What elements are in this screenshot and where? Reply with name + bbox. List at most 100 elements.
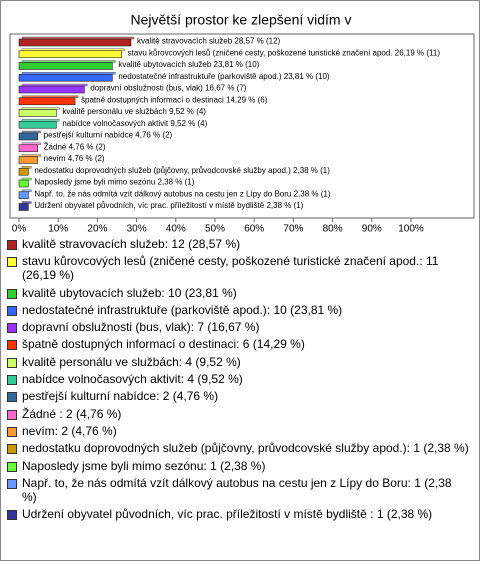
- legend-label: Žádné : 2 (4,76 %): [22, 406, 122, 421]
- legend-swatch: [7, 478, 17, 489]
- legend-label: Např. to, že nás odmítá vzít dálkový aut…: [22, 475, 452, 504]
- bar-top: [21, 119, 60, 122]
- legend-item: kvalitě stravovacích služeb: 12 (28,57 %…: [7, 237, 469, 251]
- x-tick-label: 100%: [398, 224, 424, 235]
- x-tick-label: 40%: [166, 224, 186, 235]
- legend-label: nedostatku doprovodných služeb (půjčovny…: [22, 441, 469, 456]
- legend: kvalitě stravovacích služeb: 12 (28,57 %…: [7, 237, 469, 524]
- bar-category: kvalitě stravovacích služeb: [137, 37, 233, 46]
- data-label: 2,38 % (1): [294, 189, 331, 198]
- x-tick-label: 70%: [283, 224, 303, 235]
- data-label: 2,38 % (1): [158, 178, 195, 187]
- legend-swatch: [7, 409, 17, 420]
- bar-category: špatně dostupných informací o destinaci: [81, 95, 224, 104]
- bar: [18, 203, 29, 211]
- legend-swatch: [7, 375, 17, 386]
- bar-top: [21, 95, 79, 98]
- data-label: 4,76 % (2): [69, 142, 106, 151]
- bar-category: Udržení obyvatel původních, víc prac. př…: [34, 201, 264, 210]
- legend-label: kvalitě stravovacích služeb: 12 (28,57 %…: [22, 237, 241, 251]
- legend-item: dopravní obslužnosti (bus, vlak): 7 (16,…: [7, 320, 469, 334]
- bar-label: nedostatku doprovodných služeb (půjčovny…: [34, 166, 330, 175]
- data-label: 9,52 % (4): [170, 119, 207, 128]
- x-tick-label: 20%: [87, 224, 107, 235]
- bar-top: [21, 130, 41, 134]
- bar: [18, 109, 57, 117]
- legend-item: kvalitě personálu ve službách: 4 (9,52 %…: [7, 355, 469, 369]
- legend-swatch: [7, 357, 17, 368]
- x-tick-label: 60%: [244, 224, 264, 235]
- legend-swatch: [7, 392, 17, 403]
- legend-item: nedostatečné infrastruktuře (parkoviště …: [7, 303, 469, 317]
- x-tick-label: 0%: [12, 224, 27, 235]
- data-label: 4,76 % (2): [68, 154, 105, 163]
- legend-item: nedostatku doprovodných služeb (půjčovny…: [7, 441, 469, 455]
- bar-label: Udržení obyvatel původních, víc prac. př…: [34, 201, 303, 210]
- x-tick-label: 10%: [48, 224, 68, 235]
- bar-category: Žádné: [44, 142, 67, 151]
- bar-top: [21, 83, 88, 87]
- legend-label: nevím: 2 (4,76 %): [22, 423, 117, 438]
- chart: Největší prostor ke zlepšení vidím v kva…: [9, 12, 475, 235]
- legend-label: nabídce volnočasových aktivit: 4 (9,52 %…: [22, 372, 243, 387]
- bar: [18, 144, 38, 153]
- bar-label: Naposledy jsme byli mimo sezónu 2,38 % (…: [34, 178, 194, 187]
- bar: [18, 120, 57, 129]
- bar-category: pestřejší kulturní nabídce: [44, 131, 134, 140]
- bar: [18, 167, 29, 176]
- bar-label: Žádné 4,76 % (2): [44, 142, 106, 151]
- legend-label: Naposledy jsme byli mimo sezónu: 1 (2,38…: [22, 458, 266, 473]
- data-label: 23,81 % (10): [214, 60, 260, 69]
- data-label: 28,57 % (12): [234, 37, 280, 46]
- bar: [18, 132, 38, 141]
- bar: [18, 156, 38, 164]
- bar-label: stavu kůrovcových lesů (zničené cesty, p…: [128, 48, 441, 57]
- bar-top: [21, 177, 32, 181]
- legend-swatch: [7, 444, 17, 455]
- legend-item: nevím: 2 (4,76 %): [7, 424, 469, 438]
- bar-category: kvalitě personálu ve službách: [62, 107, 167, 116]
- bar-category: nabídce volnočasových aktivit: [62, 119, 169, 128]
- bar: [18, 97, 76, 106]
- data-label: 16,67 % (7): [205, 84, 247, 93]
- legend-item: Žádné : 2 (4,76 %): [7, 407, 469, 421]
- bar-label: Např. to, že nás odmítá vzít dálkový aut…: [34, 189, 331, 198]
- legend-item: Udržení obyvatel původních, víc prac. př…: [7, 507, 469, 521]
- bar-label: nedostatečné infrastruktuře (parkoviště …: [118, 72, 330, 81]
- bar-label: kvalitě personálu ve službách 9,52 % (4): [62, 107, 206, 116]
- bar-label: pestřejší kulturní nabídce 4,76 % (2): [44, 131, 173, 140]
- legend-swatch: [7, 323, 17, 334]
- bar-label: kvalitě ubytovacích služeb 23,81 % (10): [118, 60, 259, 69]
- bar-top: [21, 107, 60, 110]
- bar: [18, 73, 113, 82]
- bar-label: špatně dostupných informací o destinaci …: [81, 95, 268, 104]
- bar-label: nabídce volnočasových aktivit 9,52 % (4): [62, 119, 207, 128]
- bar-label: dopravní obslužnosti (bus, vlak) 16,67 %…: [90, 84, 246, 93]
- bar-category: kvalitě ubytovacích služeb: [118, 60, 211, 69]
- bar: [18, 62, 113, 70]
- chart-title: Největší prostor ke zlepšení vidím v: [131, 12, 352, 28]
- bar-category: Naposledy jsme byli mimo sezónu: [34, 178, 155, 187]
- data-label: 14,29 % (6): [226, 95, 268, 104]
- bar: [18, 179, 29, 188]
- legend-swatch: [7, 340, 17, 351]
- x-tick-label: 50%: [205, 224, 225, 235]
- bar-top: [21, 201, 32, 204]
- legend-item: Naposledy jsme byli mimo sezónu: 1 (2,38…: [7, 459, 469, 473]
- legend-swatch: [7, 510, 17, 521]
- legend-label: Udržení obyvatel původních, víc prac. př…: [22, 507, 433, 522]
- x-tick-label: 90%: [362, 224, 382, 235]
- plot-frame: [9, 33, 475, 219]
- data-label: 4,76 % (2): [135, 131, 172, 140]
- legend-label: kvalitě personálu ve službách: 4 (9,52 %…: [22, 354, 241, 369]
- bar-category: dopravní obslužnosti (bus, vlak): [90, 84, 203, 93]
- legend-swatch: [7, 426, 17, 437]
- bar-label: kvalitě stravovacích služeb 28,57 % (12): [137, 37, 281, 46]
- legend-item: Např. to, že nás odmítá vzít dálkový aut…: [7, 476, 469, 504]
- legend-item: špatně dostupných informací o destinaci:…: [7, 337, 469, 351]
- bar-top: [21, 189, 32, 192]
- bar-label: nevím 4,76 % (2): [44, 154, 105, 163]
- legend-label: stavu kůrovcových lesů (zničené cesty, p…: [22, 254, 439, 283]
- legend-label: dopravní obslužnosti (bus, vlak): 7 (16,…: [22, 320, 260, 335]
